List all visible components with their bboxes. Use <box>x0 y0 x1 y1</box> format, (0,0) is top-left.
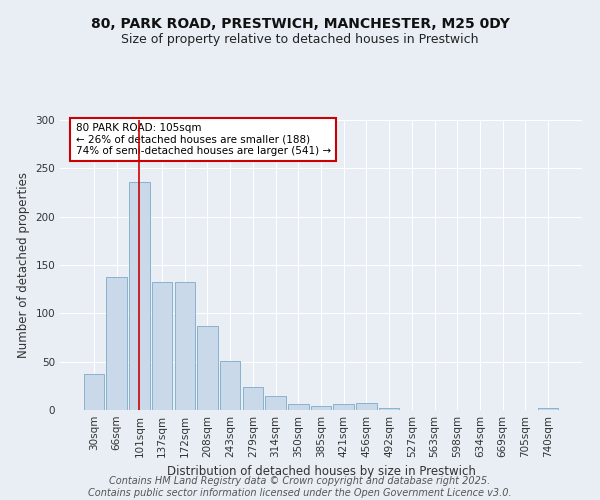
Bar <box>84 374 104 410</box>
X-axis label: Distribution of detached houses by size in Prestwich: Distribution of detached houses by size … <box>167 466 475 478</box>
Bar <box>311 406 331 410</box>
Bar <box>379 408 400 410</box>
Bar <box>334 404 354 410</box>
Bar <box>220 360 241 410</box>
Bar <box>356 403 377 410</box>
Text: Size of property relative to detached houses in Prestwich: Size of property relative to detached ho… <box>121 32 479 46</box>
Bar <box>129 182 149 410</box>
Bar <box>288 404 308 410</box>
Bar <box>538 408 558 410</box>
Bar <box>175 282 195 410</box>
Y-axis label: Number of detached properties: Number of detached properties <box>17 172 30 358</box>
Text: 80, PARK ROAD, PRESTWICH, MANCHESTER, M25 0DY: 80, PARK ROAD, PRESTWICH, MANCHESTER, M2… <box>91 18 509 32</box>
Bar <box>106 276 127 410</box>
Bar <box>152 282 172 410</box>
Bar <box>242 387 263 410</box>
Text: Contains HM Land Registry data © Crown copyright and database right 2025.
Contai: Contains HM Land Registry data © Crown c… <box>88 476 512 498</box>
Bar <box>265 396 286 410</box>
Bar <box>197 326 218 410</box>
Text: 80 PARK ROAD: 105sqm
← 26% of detached houses are smaller (188)
74% of semi-deta: 80 PARK ROAD: 105sqm ← 26% of detached h… <box>76 123 331 156</box>
